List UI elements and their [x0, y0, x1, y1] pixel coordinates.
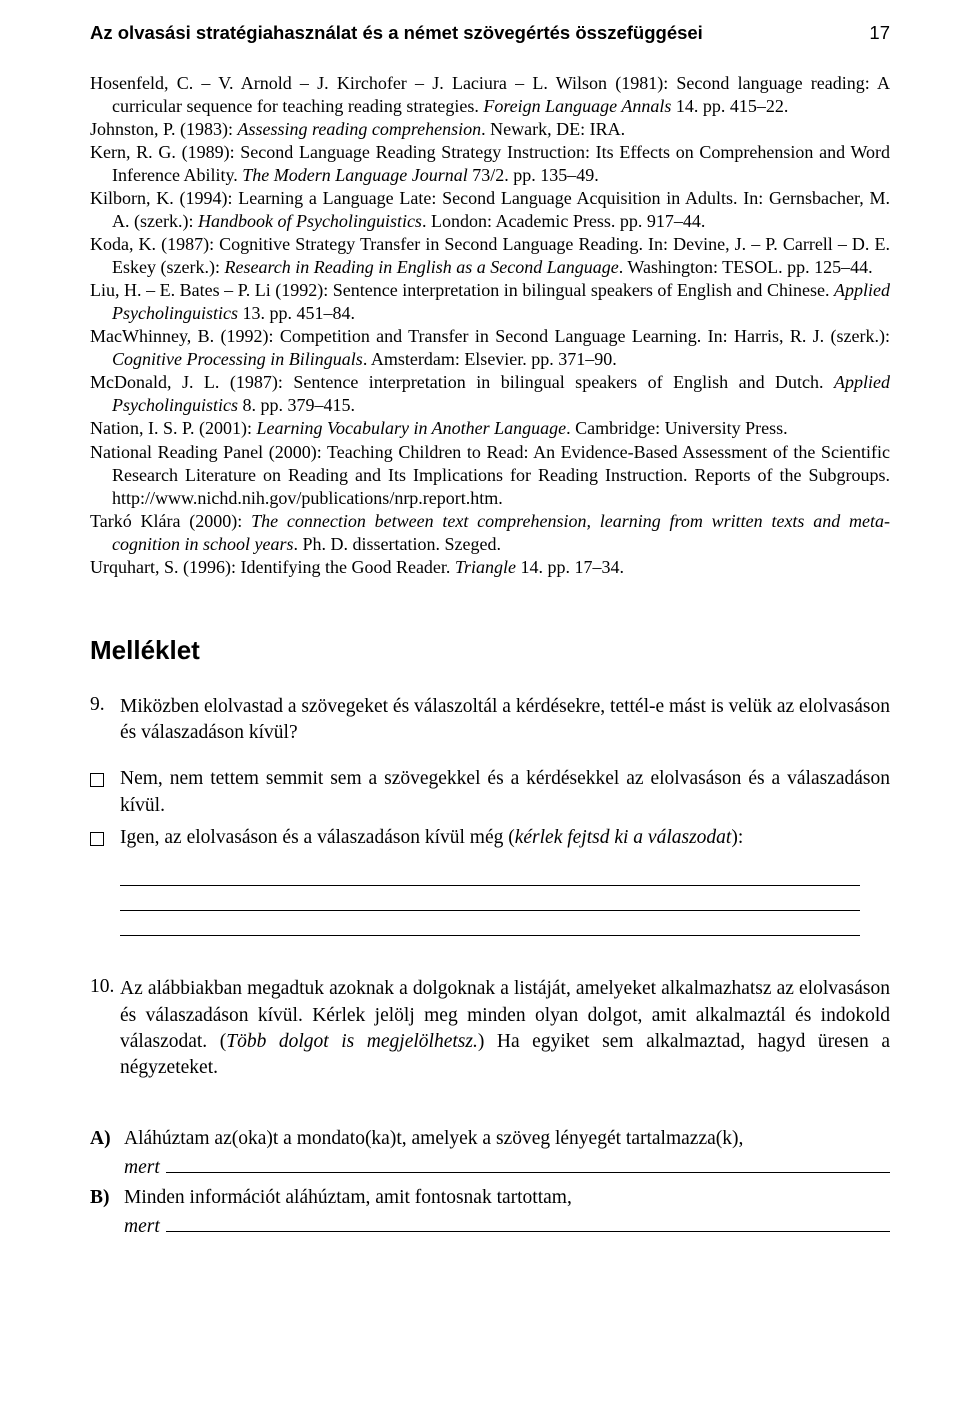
reference-entry: Urquhart, S. (1996): Identifying the Goo… [90, 556, 890, 579]
write-line[interactable] [120, 886, 860, 911]
checkbox-icon[interactable] [90, 773, 104, 787]
write-line[interactable] [120, 861, 860, 886]
reference-entry: McDonald, J. L. (1987): Sentence interpr… [90, 371, 890, 417]
checkbox-label: Igen, az elolvasáson és a válaszadáson k… [120, 825, 743, 851]
item-letter: A) [90, 1126, 124, 1152]
question-number: 10. [90, 976, 120, 1081]
item-letter: B) [90, 1185, 124, 1211]
write-line[interactable] [120, 911, 860, 936]
free-text-lines[interactable] [120, 861, 860, 936]
question-text: Az alábbiakban megadtuk azoknak a dolgok… [120, 976, 890, 1081]
reference-entry: MacWhinney, B. (1992): Competition and T… [90, 325, 890, 371]
checkbox-option-no[interactable]: Nem, nem tettem semmit sem a szövegekkel… [90, 766, 890, 819]
mert-label: mert [124, 1216, 160, 1238]
page-container: Az olvasási stratégiahasználat és a néme… [0, 0, 960, 1284]
header-title: Az olvasási stratégiahasználat és a néme… [90, 22, 703, 44]
item-b: B) Minden információt aláhúztam, amit fo… [90, 1185, 890, 1211]
checkbox-icon[interactable] [90, 832, 104, 846]
item-a-reason[interactable]: mert [124, 1154, 890, 1179]
reference-entry: National Reading Panel (2000): Teaching … [90, 441, 890, 510]
mert-label: mert [124, 1157, 160, 1179]
question-number: 9. [90, 694, 120, 747]
reference-entry: Kilborn, K. (1994): Learning a Language … [90, 187, 890, 233]
reason-line[interactable] [166, 1213, 890, 1232]
checkbox-option-yes[interactable]: Igen, az elolvasáson és a válaszadáson k… [90, 825, 890, 851]
item-text: Aláhúztam az(oka)t a mondato(ka)t, amely… [124, 1126, 743, 1152]
running-header: Az olvasási stratégiahasználat és a néme… [90, 22, 890, 44]
reference-entry: Kern, R. G. (1989): Second Language Read… [90, 141, 890, 187]
reference-entry: Koda, K. (1987): Cognitive Strategy Tran… [90, 233, 890, 279]
reference-entry: Hosenfeld, C. – V. Arnold – J. Kirchofer… [90, 72, 890, 118]
checkbox-label: Nem, nem tettem semmit sem a szövegekkel… [120, 766, 890, 819]
reference-entry: Tarkó Klára (2000): The connection betwe… [90, 510, 890, 556]
reference-entry: Liu, H. – E. Bates – P. Li (1992): Sente… [90, 279, 890, 325]
item-b-reason[interactable]: mert [124, 1213, 890, 1238]
appendix-heading: Melléklet [90, 635, 890, 666]
reference-entry: Johnston, P. (1983): Assessing reading c… [90, 118, 890, 141]
question-9: 9. Miközben elolvastad a szövegeket és v… [90, 694, 890, 747]
reference-entry: Nation, I. S. P. (2001): Learning Vocabu… [90, 417, 890, 440]
question-text: Miközben elolvastad a szövegeket és vála… [120, 694, 890, 747]
reason-line[interactable] [166, 1154, 890, 1173]
question-10: 10. Az alábbiakban megadtuk azoknak a do… [90, 976, 890, 1081]
page-number: 17 [869, 22, 890, 44]
item-a: A) Aláhúztam az(oka)t a mondato(ka)t, am… [90, 1126, 890, 1152]
item-text: Minden információt aláhúztam, amit fonto… [124, 1185, 572, 1211]
